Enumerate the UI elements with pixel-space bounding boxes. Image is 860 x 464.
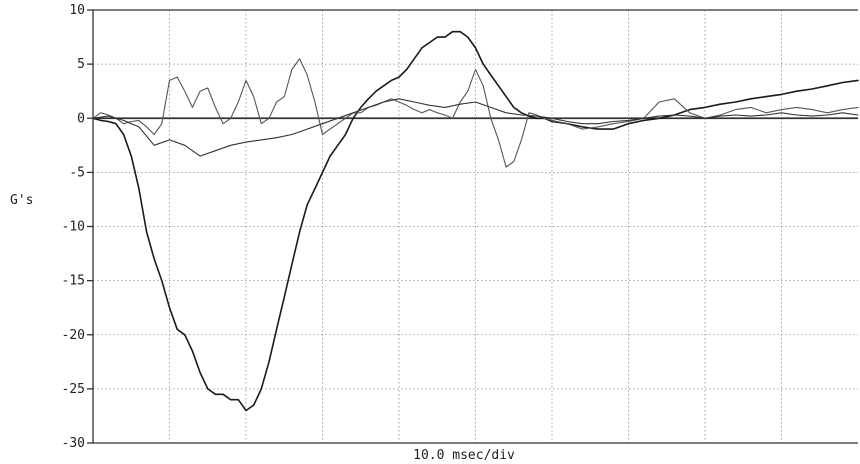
y-tick-label: 0	[77, 111, 85, 126]
y-tick-labels: 10 5 0 -5 -10 -15 -20 -25 -30	[62, 3, 85, 451]
series-group	[92, 30, 859, 412]
y-axis-label: G's	[10, 193, 33, 208]
x-axis-label: 10.0 msec/div	[413, 448, 515, 463]
series-line-1	[92, 30, 859, 412]
series-line-3	[92, 98, 859, 157]
y-tick-label: -5	[69, 165, 85, 180]
y-tick-label: 5	[77, 57, 85, 72]
grid	[93, 10, 858, 443]
y-tick-label: -30	[62, 436, 85, 451]
y-tick-label: -20	[62, 328, 85, 343]
y-tick-label: 10	[69, 3, 85, 18]
series-line-2	[92, 58, 859, 168]
y-tick-label: -15	[62, 274, 85, 289]
plot-frame	[87, 9, 858, 444]
y-tick-label: -25	[62, 382, 85, 397]
y-tick-label: -10	[62, 220, 85, 235]
